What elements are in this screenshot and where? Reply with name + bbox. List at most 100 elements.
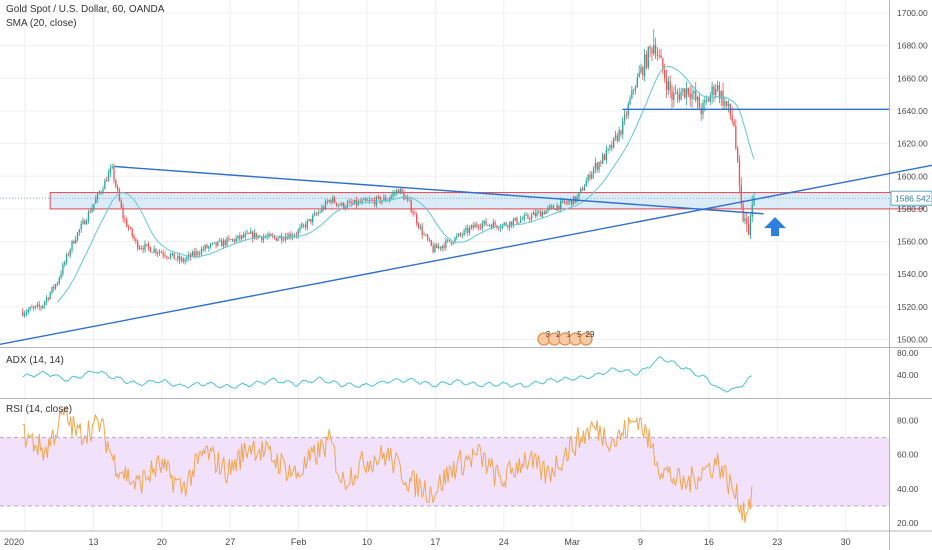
candle-body (552, 205, 555, 209)
candle (45, 295, 48, 306)
candle-body (463, 230, 465, 235)
candle (403, 189, 405, 201)
price-tick-label: 1680.00 (897, 41, 928, 51)
candle (653, 29, 655, 56)
candle (149, 246, 152, 253)
candle-body (749, 216, 752, 236)
candle (662, 57, 664, 75)
candle (607, 148, 609, 154)
candle-body (199, 254, 201, 256)
candle (364, 196, 367, 203)
candle-body (242, 235, 245, 238)
candle-body (168, 257, 170, 259)
candle (315, 211, 318, 216)
time-tick-label: 30 (841, 537, 851, 547)
candle-body (38, 304, 40, 307)
candle-body (735, 126, 737, 148)
candle (270, 233, 272, 236)
candle-body (306, 220, 308, 228)
candle-body (647, 46, 649, 68)
candle (463, 228, 465, 237)
candle (326, 199, 328, 205)
candle (733, 118, 735, 128)
candle-body (164, 255, 166, 257)
candle (700, 103, 702, 121)
candle (492, 219, 494, 229)
candle (126, 217, 128, 228)
candle-body (33, 307, 35, 309)
candle (277, 237, 279, 242)
candle-body (727, 103, 730, 106)
candle (640, 63, 642, 75)
candle (594, 157, 597, 174)
candle (554, 208, 556, 211)
candle (618, 126, 620, 143)
candle-body (569, 199, 571, 202)
candle-body (76, 232, 79, 240)
candle-body (47, 297, 49, 300)
candle-body (197, 251, 199, 255)
candle-body (412, 211, 414, 214)
candle (255, 232, 257, 241)
adx-pane-title: ADX (14, 14) (6, 355, 64, 366)
candle-body (160, 251, 163, 253)
candle (565, 200, 567, 206)
candle-body (191, 251, 194, 257)
candle-body (29, 307, 31, 310)
candle (747, 215, 750, 236)
candle-body (536, 212, 538, 217)
candle-body (731, 115, 733, 121)
candle (107, 169, 110, 182)
candle (73, 239, 75, 244)
candle-body (54, 284, 57, 289)
candle-body (200, 249, 203, 255)
candle-body (614, 135, 617, 138)
candle (483, 220, 485, 227)
candle-body (186, 257, 188, 260)
candle (467, 224, 469, 237)
candle (304, 221, 307, 231)
candle-body (193, 251, 195, 256)
time-tick-label: 27 (225, 537, 235, 547)
candle-body (571, 199, 573, 205)
candle-body (361, 200, 363, 203)
candle-body (388, 198, 390, 201)
candle (53, 284, 55, 293)
candle-body (219, 240, 221, 242)
ascending-trendline (0, 164, 932, 346)
candle-body (177, 255, 179, 260)
candle (541, 210, 544, 219)
candle (583, 183, 586, 191)
candle-body (478, 226, 480, 228)
candle-body (634, 87, 637, 90)
candle (204, 244, 206, 253)
candle (596, 161, 598, 173)
candle-body (567, 201, 569, 204)
candle (436, 242, 438, 249)
candle (124, 215, 126, 224)
candle-body (416, 214, 418, 224)
candle (514, 217, 516, 222)
candle-body (538, 211, 540, 213)
candle (532, 210, 535, 215)
candle (547, 205, 549, 214)
candle-body (228, 238, 230, 240)
candle (259, 234, 261, 237)
rsi-tick-label: 40.00 (897, 484, 919, 494)
candle-body (527, 214, 529, 219)
candle-body (120, 200, 122, 208)
candle (237, 235, 239, 241)
event-badge: 29 (579, 330, 595, 346)
candle (600, 159, 602, 167)
candle (321, 204, 323, 214)
candle-body (377, 196, 380, 198)
candle-body (437, 246, 440, 249)
candle (410, 196, 412, 214)
candle-body (135, 239, 137, 241)
candle (687, 87, 690, 97)
candle-body (587, 174, 589, 181)
candle (335, 202, 338, 208)
candle-body (146, 243, 148, 245)
candle-body (31, 307, 33, 309)
